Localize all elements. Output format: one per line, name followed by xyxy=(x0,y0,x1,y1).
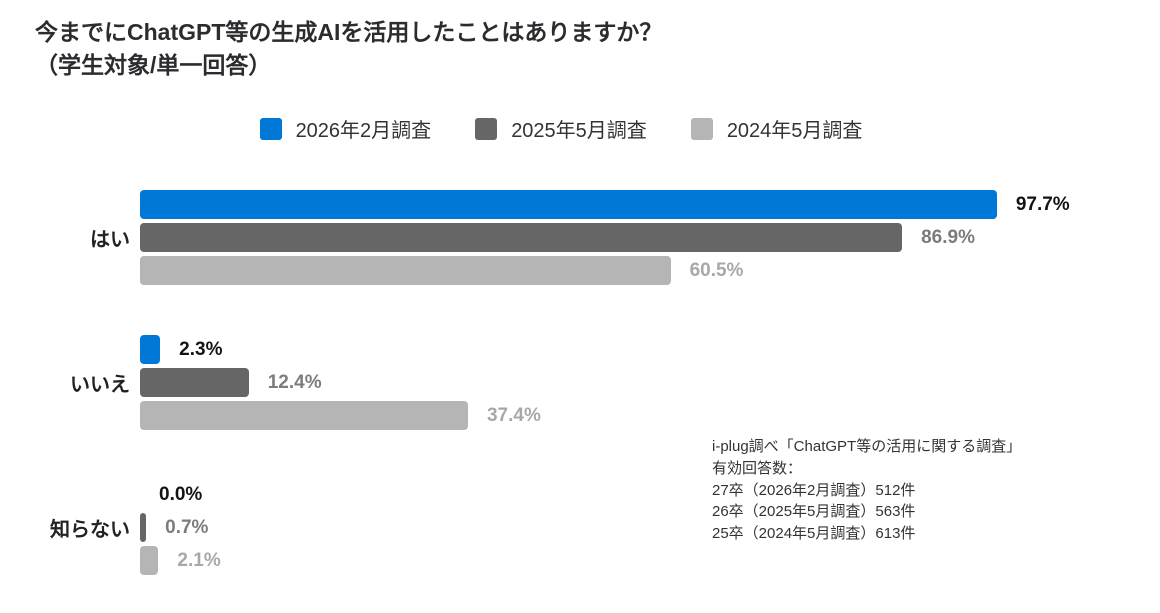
page-title: 今までにChatGPT等の生成AIを活用したことはありますか？ （学生対象/単一… xyxy=(35,16,662,81)
bar-group: 知らない 0.0% 0.7% 2.1% xyxy=(10,480,1070,575)
source-note: i-plug調べ「ChatGPT等の活用に関する調査」 有効回答数： 27卒（2… xyxy=(712,436,1021,545)
legend-item-2025: 2025年5月調査 xyxy=(475,114,647,143)
source-note-line: 27卒（2026年2月調査）512件 xyxy=(712,481,916,499)
bar-group: いいえ 2.3% 12.4% 37.4% xyxy=(10,335,1070,430)
bar xyxy=(140,335,161,364)
value-label: 12.4% xyxy=(267,371,322,393)
source-note-line: 25卒（2024年5月調査）613件 xyxy=(712,525,916,542)
bar xyxy=(140,190,997,219)
bar xyxy=(140,223,903,252)
value-label: 86.9% xyxy=(921,226,975,248)
bar xyxy=(140,546,159,575)
bar-row: 37.4% xyxy=(140,401,541,430)
legend-item-2024: 2024年5月調査 xyxy=(690,114,863,143)
bar-row: 60.5% xyxy=(140,256,1070,285)
page-title-line2: （学生対象/単一回答） xyxy=(35,51,272,78)
source-note-line: 26卒（2025年5月調査）563件 xyxy=(712,503,916,521)
value-label: 97.7% xyxy=(1015,193,1070,215)
chart-legend: 2026年2月調査 2025年5月調査 2024年5月調査 xyxy=(0,114,1122,143)
value-label: 60.5% xyxy=(689,259,744,281)
bar-row: 12.4% xyxy=(140,368,541,397)
bar-group: はい 97.7% 86.9% 60.5% xyxy=(10,190,1070,285)
value-label: 0.0% xyxy=(159,483,203,505)
bar-row: 97.7% xyxy=(140,190,1070,219)
bar xyxy=(140,368,249,397)
value-label: 2.3% xyxy=(179,338,223,360)
bar xyxy=(140,513,147,542)
legend-label: 2026年2月調査 xyxy=(295,120,432,142)
bar xyxy=(140,256,671,285)
legend-label: 2025年5月調査 xyxy=(511,120,647,142)
legend-swatch-lightgray xyxy=(690,117,713,140)
bar xyxy=(140,401,468,430)
category-label: 知らない xyxy=(50,519,130,541)
bar-rows: 2.3% 12.4% 37.4% xyxy=(140,335,541,430)
category-label: いいえ xyxy=(70,374,130,396)
value-label: 0.7% xyxy=(165,516,209,538)
bar-row: 2.1% xyxy=(140,546,221,575)
page-title-line1: 今までにChatGPT等の生成AIを活用したことはありますか？ xyxy=(35,19,663,45)
category-label: はい xyxy=(90,229,130,251)
source-note-line: i-plug調べ「ChatGPT等の活用に関する調査」 xyxy=(712,438,1022,455)
value-label: 2.1% xyxy=(177,549,221,571)
legend-swatch-blue xyxy=(259,117,282,140)
bar-row: 2.3% xyxy=(140,335,541,364)
bar-row: 86.9% xyxy=(140,223,1070,252)
value-label: 37.4% xyxy=(486,404,541,426)
chart-area: はい 97.7% 86.9% 60.5% いいえ 2.3% 12.4% 37.4% 知らない 0.… xyxy=(10,190,1070,613)
legend-swatch-darkgray xyxy=(475,117,498,140)
bar-row: 0.7% xyxy=(140,513,221,542)
legend-label: 2024年5月調査 xyxy=(726,120,863,142)
bar-row: 0.0% xyxy=(140,480,221,509)
source-note-line: 有効回答数： xyxy=(712,459,803,477)
bar-rows: 0.0% 0.7% 2.1% xyxy=(140,480,221,575)
bar-rows: 97.7% 86.9% 60.5% xyxy=(140,190,1070,285)
legend-item-2026: 2026年2月調査 xyxy=(259,114,432,143)
